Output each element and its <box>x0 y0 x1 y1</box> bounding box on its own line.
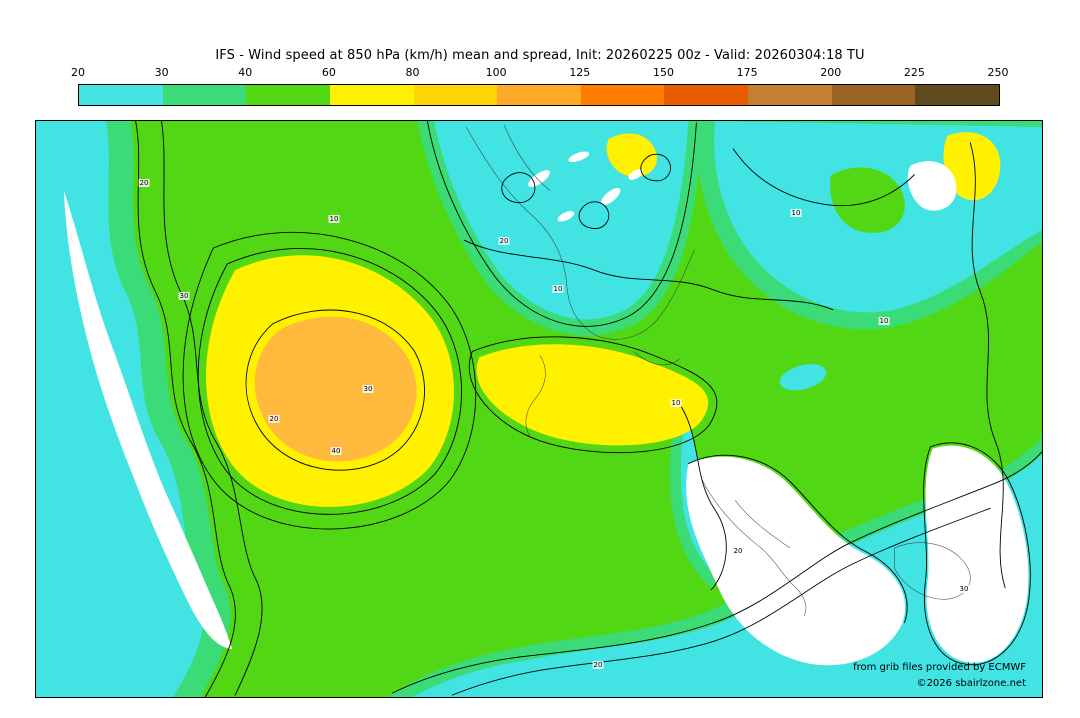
contour-value-label: 40 <box>330 447 342 455</box>
coastline <box>894 542 971 600</box>
contour-value-label: 10 <box>790 209 802 217</box>
colorbar-tick-label: 60 <box>321 66 336 79</box>
colorbar-segment <box>79 85 163 105</box>
contour-line <box>687 454 908 623</box>
colorbar-segment <box>915 85 1000 105</box>
colorbar-tick-label: 100 <box>485 66 507 79</box>
region-white-fjord-1 <box>528 170 550 188</box>
contour-line <box>578 201 610 229</box>
colorbar-segment <box>246 85 330 105</box>
contour-line <box>923 442 1031 666</box>
colorbar-segment <box>664 85 749 105</box>
region-cyan-spot <box>779 364 827 391</box>
colorbar-segment <box>748 85 832 105</box>
contour-line <box>245 309 425 471</box>
contour-line <box>135 121 236 697</box>
region-yellow-center <box>476 344 709 446</box>
colorbar-tick-label: 250 <box>987 66 1009 79</box>
colorbar-tick-label: 150 <box>652 66 674 79</box>
map-area: 20 30 10 20 30 20 10 10 20 10 30 20 10 40 from grib f… <box>35 120 1043 698</box>
colorbar-segments <box>79 85 1000 105</box>
colorbar-tick-label: 30 <box>154 66 169 79</box>
contour-value-label: 20 <box>732 547 744 555</box>
contour-value-label: 30 <box>362 385 374 393</box>
contour-line <box>463 239 834 311</box>
contour-line <box>969 142 1006 589</box>
colorbar-tick-label: 175 <box>736 66 758 79</box>
contour-value-label: 10 <box>328 215 340 223</box>
contour-line <box>451 507 991 696</box>
colorbar-tick-label: 40 <box>238 66 253 79</box>
colorbar-segment <box>497 85 581 105</box>
contour-line <box>468 336 718 454</box>
region-yellow-topright <box>943 132 1001 201</box>
contour-value-label: 10 <box>552 285 564 293</box>
wind-map-svg <box>36 121 1042 697</box>
contour-line <box>732 148 915 207</box>
region-yellow-top <box>606 133 658 177</box>
coastline <box>466 126 596 336</box>
coastline <box>595 249 695 340</box>
contour-value-label: 10 <box>878 317 890 325</box>
contour-value-label: 30 <box>958 585 970 593</box>
region-white-southeast-1 <box>686 456 906 666</box>
colorbar-tick-label: 200 <box>820 66 842 79</box>
coastline <box>503 124 551 191</box>
region-white-fjord-5 <box>628 169 643 180</box>
colorbar-segment <box>831 85 916 105</box>
credit-ecmwf: from grib files provided by ECMWF <box>853 662 1026 673</box>
contour-line <box>426 121 697 327</box>
region-white-fjord-3 <box>601 187 621 206</box>
colorbar-ticks: 20 30 40 60 80 100 125 150 175 200 225 250 <box>71 66 1009 80</box>
colorbar-segment <box>162 85 247 105</box>
contour-value-label: 10 <box>670 399 682 407</box>
region-white-topright <box>907 161 957 211</box>
region-orange-core <box>254 316 417 462</box>
contour-value-label: 20 <box>268 415 280 423</box>
colorbar <box>78 84 1000 106</box>
colorbar-tick-label: 125 <box>569 66 591 79</box>
colorbar-segment <box>413 85 498 105</box>
contour-line <box>392 451 1042 694</box>
chart-title: IFS - Wind speed at 850 hPa (km/h) mean … <box>215 48 865 63</box>
coastlines <box>466 124 971 616</box>
coastline <box>734 500 791 549</box>
credit-site: ©2026 sbairlzone.net <box>916 678 1026 689</box>
contour-line <box>161 121 263 696</box>
colorbar-tick-label: 80 <box>405 66 420 79</box>
contour-line <box>501 172 536 204</box>
region-white-fjord-2 <box>568 151 590 163</box>
contour-line <box>182 231 477 530</box>
contour-line <box>640 153 671 182</box>
contour-value-label: 30 <box>178 292 190 300</box>
coastline <box>633 351 680 366</box>
contour-value-label: 20 <box>592 661 604 669</box>
colorbar-tick-label: 20 <box>71 66 85 79</box>
contour-line <box>197 248 463 515</box>
contour-value-label: 20 <box>138 179 150 187</box>
coastline <box>525 355 546 437</box>
spread-contours <box>135 121 1042 697</box>
region-green-island-topright <box>830 167 905 233</box>
coastline <box>701 478 807 616</box>
colorbar-tick-label: 225 <box>903 66 925 79</box>
colorbar-segment <box>329 85 414 105</box>
contour-value-label: 20 <box>498 237 510 245</box>
region-white-fjord-4 <box>557 211 575 222</box>
colorbar-segment <box>580 85 665 105</box>
contour-line <box>680 406 727 591</box>
